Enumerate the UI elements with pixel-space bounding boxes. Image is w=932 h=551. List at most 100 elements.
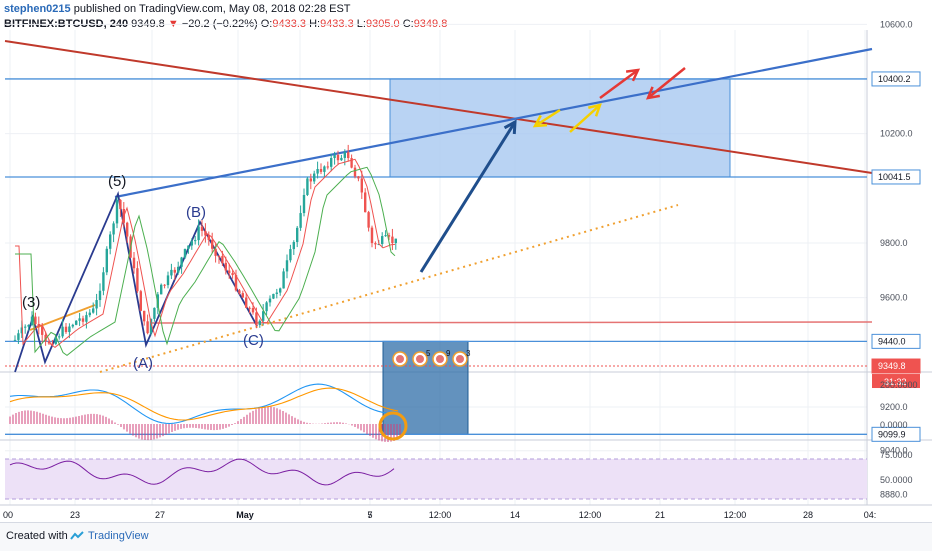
- candle-body: [296, 227, 299, 243]
- footer-bar: Created with TradingView: [0, 522, 932, 551]
- candle-body: [340, 157, 343, 161]
- rsi-tick: 50.0000: [880, 475, 913, 485]
- time-tick: 21: [655, 510, 665, 520]
- red-arrow-up: [599, 68, 641, 100]
- candle-body: [316, 168, 319, 174]
- level-tag-text: 10400.2: [878, 74, 911, 84]
- candle-body: [370, 227, 374, 244]
- candle-body: [364, 192, 367, 213]
- time-tick: 12:00: [724, 510, 747, 520]
- event-badge-2: 9: [432, 349, 451, 367]
- candle-body: [68, 326, 71, 333]
- candle-body: [313, 173, 316, 182]
- candle-body: [231, 273, 234, 276]
- candle-body: [41, 326, 44, 335]
- candle-body: [146, 321, 149, 334]
- candle-body: [292, 242, 295, 250]
- candle-body: [27, 324, 30, 327]
- price-tick: 10600.0: [880, 19, 913, 29]
- candle-body: [95, 300, 98, 309]
- rsi-tick: 75.0000: [880, 450, 913, 460]
- candle-body: [160, 284, 163, 295]
- time-tick: 7: [367, 510, 372, 520]
- author-link[interactable]: stephen0215: [4, 3, 71, 15]
- publish-line: stephen0215 published on TradingView.com…: [4, 2, 904, 17]
- candle-body: [183, 249, 187, 258]
- candle-body: [228, 270, 231, 274]
- candle-body: [166, 275, 170, 286]
- target-zone: [389, 78, 731, 178]
- candle-body: [302, 194, 306, 214]
- level-tag-text: 9440.0: [878, 336, 906, 346]
- level-tag-text: 10041.5: [878, 172, 911, 182]
- candle-body: [336, 154, 340, 161]
- candle-body: [143, 310, 146, 322]
- candle-body: [200, 226, 204, 231]
- wave-label-5: (5): [108, 173, 126, 190]
- yellow-arrow-down: [532, 108, 561, 128]
- candle-body: [333, 154, 336, 159]
- candle-body: [299, 213, 302, 228]
- rsi-band: [5, 459, 867, 499]
- rsi-line: [9, 458, 395, 486]
- time-tick: 14: [510, 510, 520, 520]
- projection-arrow: [419, 119, 517, 273]
- time-axis: 00 23 27 May 57 12:00 14 12:00 21 12:00 28 04:: [3, 510, 876, 520]
- candle-body: [204, 230, 207, 236]
- candle-body: [391, 236, 394, 244]
- candle-body: [149, 318, 153, 334]
- level-tag: [871, 333, 921, 349]
- time-tick: 28: [803, 510, 813, 520]
- level-tag: [871, 71, 921, 87]
- candle-body: [153, 307, 156, 319]
- candle-body: [92, 308, 95, 313]
- time-tick: 00: [3, 510, 13, 520]
- wave-label-3: (3): [22, 294, 40, 311]
- tradingview-link[interactable]: TradingView: [88, 530, 149, 542]
- macd-signal-line: [9, 387, 399, 421]
- level-tag: [871, 358, 921, 374]
- event-badge-count: 5: [426, 349, 431, 358]
- event-badge-3: 3: [452, 349, 471, 367]
- price-tick: 10200.0: [880, 129, 913, 139]
- candle-body: [381, 236, 384, 244]
- level-tag: [871, 169, 921, 185]
- candle-body: [326, 166, 329, 168]
- candle-body: [221, 256, 224, 263]
- candle-body: [360, 178, 363, 193]
- candle-body: [173, 269, 176, 273]
- level-tag-text: 9099.9: [878, 429, 906, 439]
- candle-body: [262, 311, 265, 321]
- candle-body: [47, 341, 51, 344]
- downtrend-line: [4, 40, 873, 174]
- candle-body: [387, 235, 391, 237]
- candle-body: [238, 290, 241, 294]
- candle-body: [207, 235, 210, 241]
- candle-body: [61, 326, 64, 337]
- candle-body: [275, 292, 278, 294]
- created-with-text: Created with: [6, 530, 68, 542]
- candle-body: [20, 327, 23, 334]
- time-tick: 12:00: [579, 510, 602, 520]
- candle-body: [139, 291, 142, 311]
- price-tick: 9040.0: [880, 446, 908, 456]
- candle-body: [241, 293, 244, 298]
- candle-body: [180, 257, 183, 267]
- candle-body: [88, 312, 91, 316]
- candle-body: [234, 275, 238, 291]
- price-tick: 8880.0: [880, 489, 908, 499]
- time-tick: 04:: [864, 510, 877, 520]
- candle-body: [265, 302, 268, 312]
- highlight-circle: [378, 411, 408, 441]
- price-chart[interactable]: (3) (5) (A) (B) (C) 5 9 3 10600.0 10200.0 9800.0 96…: [0, 0, 932, 522]
- time-tick: 5: [367, 510, 372, 520]
- macd-pane: 200.0000 0.0000: [9, 380, 918, 442]
- candle-body: [17, 333, 20, 340]
- yellow-arrow-up: [569, 103, 602, 133]
- candle-body: [367, 212, 370, 228]
- candle-body: [109, 234, 112, 249]
- support-line-red: [149, 321, 873, 324]
- candle-body: [323, 166, 326, 172]
- candle-body: [224, 262, 227, 271]
- candle-body: [44, 334, 47, 342]
